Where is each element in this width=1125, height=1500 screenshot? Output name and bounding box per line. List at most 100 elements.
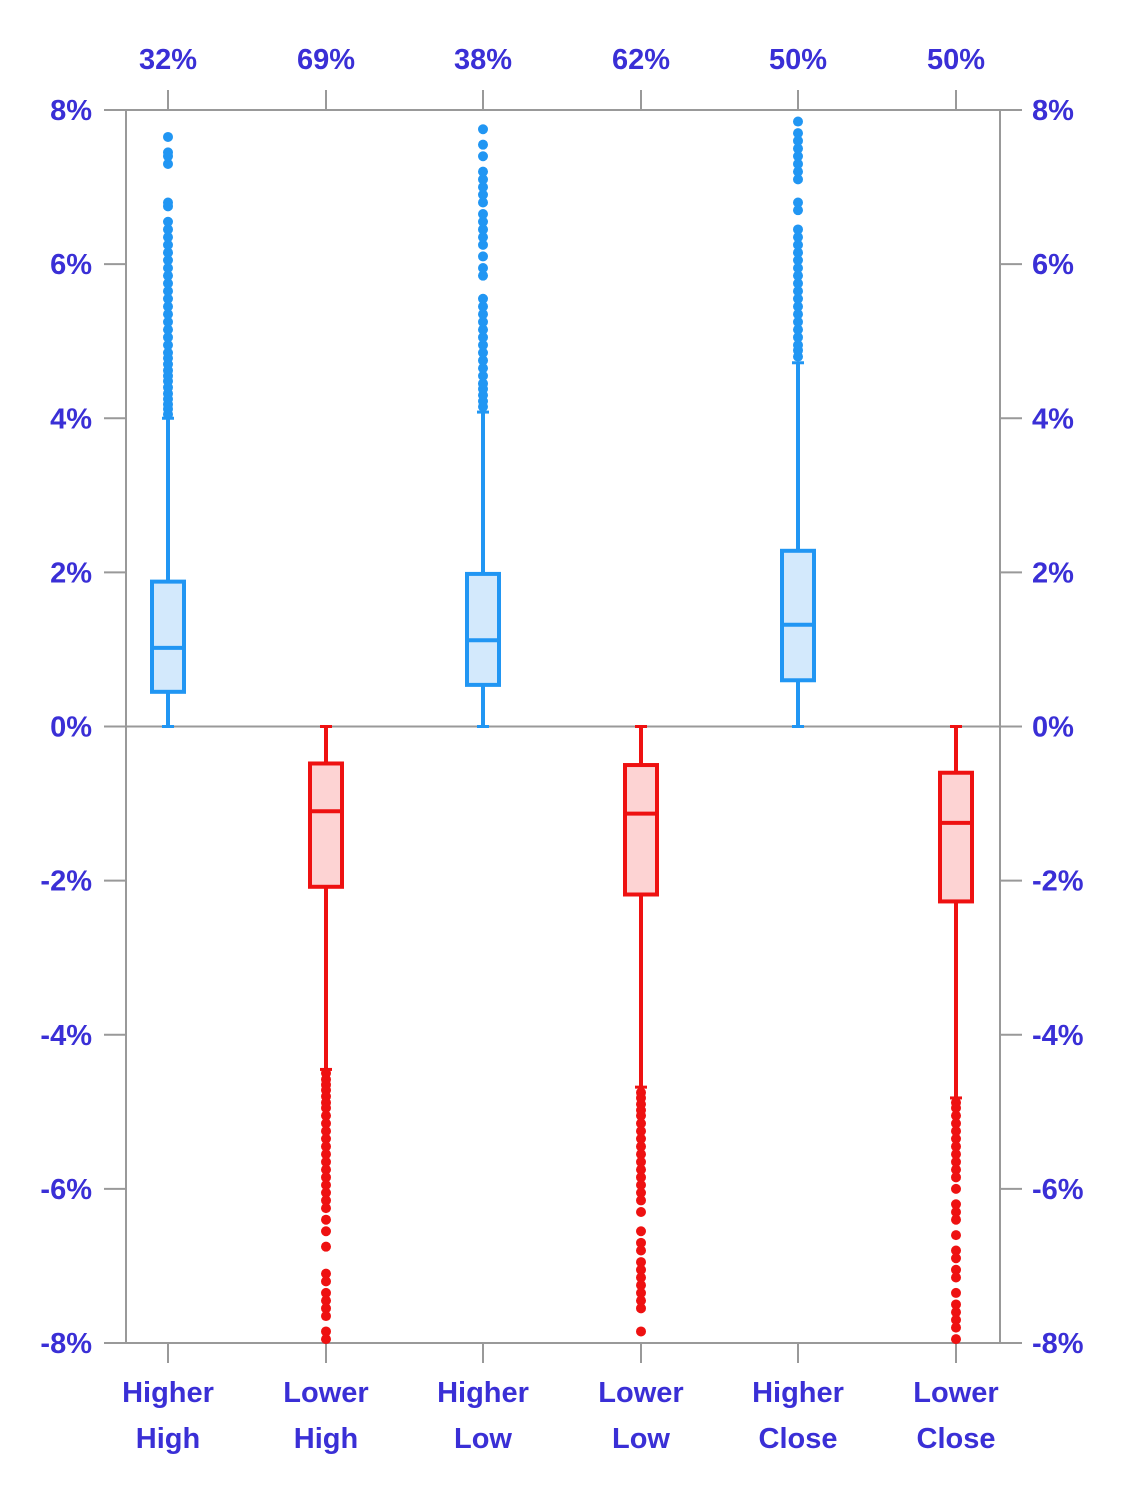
top-percentage-label: 69% [297, 44, 355, 76]
right-y-tick-label: 8% [1032, 95, 1074, 127]
outlier-point [478, 340, 488, 351]
outlier-point [163, 309, 173, 320]
outlier-point [793, 255, 803, 266]
outlier-point [951, 1133, 961, 1144]
outlier-point [951, 1253, 961, 1264]
category-label-line1: Higher [437, 1377, 529, 1409]
outlier-point [163, 270, 173, 281]
iqr-box [780, 548, 816, 683]
outlier-point [636, 1206, 646, 1217]
outlier-point [636, 1133, 646, 1144]
category-label-line2: Low [454, 1423, 512, 1455]
right-y-tick-label: 6% [1032, 249, 1074, 281]
outlier-point [478, 378, 488, 389]
outlier-point [951, 1245, 961, 1256]
outlier-point [793, 309, 803, 320]
outlier-point [163, 158, 173, 169]
top-percentage-labels: 32% 69% 38% 62% 50% 50% [139, 44, 985, 110]
outlier-point [951, 1334, 961, 1345]
outlier-point [163, 340, 173, 351]
outlier-point [636, 1126, 646, 1137]
outlier-point [321, 1226, 331, 1237]
outlier-point [951, 1264, 961, 1275]
outlier-point [163, 224, 173, 235]
left-y-tick-label: -4% [40, 1020, 92, 1052]
outlier-point [793, 316, 803, 327]
outlier-point [163, 293, 173, 304]
outlier-point [321, 1303, 331, 1314]
category-label-line2: Close [917, 1423, 996, 1455]
outlier-point [321, 1180, 331, 1191]
outlier-point [793, 128, 803, 139]
outlier-point [478, 270, 488, 281]
outlier-point [321, 1149, 331, 1160]
outlier-point [951, 1172, 961, 1183]
box-2 [308, 725, 344, 1345]
outlier-point [478, 316, 488, 327]
top-percentage-label: 62% [612, 44, 670, 76]
outlier-point [951, 1230, 961, 1241]
outlier-point [163, 131, 173, 142]
outlier-point [793, 278, 803, 289]
left-y-tick-label: -2% [40, 866, 92, 898]
outlier-point [636, 1303, 646, 1314]
right-y-tick-label: 4% [1032, 403, 1074, 435]
outlier-point [636, 1226, 646, 1237]
outlier-point [478, 216, 488, 227]
outlier-point [163, 197, 173, 208]
outlier-point [321, 1195, 331, 1206]
outlier-point [636, 1156, 646, 1167]
category-label-line1: Lower [598, 1377, 683, 1409]
category-label-line1: Lower [913, 1377, 998, 1409]
outlier-point [636, 1287, 646, 1298]
outlier-point [793, 293, 803, 304]
outlier-point [951, 1307, 961, 1318]
outlier-point [478, 124, 488, 135]
box-6 [938, 725, 974, 1345]
outlier-point [478, 197, 488, 208]
outlier-point [321, 1102, 331, 1113]
outlier-point [793, 205, 803, 216]
category-label-line1: Lower [283, 1377, 368, 1409]
category-label-line2: Low [612, 1423, 670, 1455]
left-y-tick-label: -8% [40, 1328, 92, 1360]
outlier-point [163, 301, 173, 312]
outlier-point [793, 232, 803, 243]
outlier-point [951, 1322, 961, 1333]
outlier-point [478, 324, 488, 335]
outlier-point [793, 324, 803, 335]
outlier-point [163, 216, 173, 227]
outlier-point [321, 1118, 331, 1129]
outlier-point [163, 324, 173, 335]
outlier-point [163, 239, 173, 250]
outlier-point [163, 286, 173, 297]
outlier-point [793, 301, 803, 312]
outlier-point [793, 174, 803, 185]
outlier-point [321, 1214, 331, 1225]
outlier-point [321, 1156, 331, 1167]
right-y-tick-label: -6% [1032, 1174, 1084, 1206]
outlier-point [793, 340, 803, 351]
outlier-point [163, 262, 173, 273]
outlier-point [478, 174, 488, 185]
outlier-point [478, 262, 488, 273]
outlier-point [793, 247, 803, 258]
outlier-point [478, 239, 488, 250]
outlier-point [951, 1206, 961, 1217]
outlier-point [951, 1272, 961, 1283]
outlier-point [793, 135, 803, 146]
left-y-tick-label: -6% [40, 1174, 92, 1206]
outlier-point [478, 347, 488, 358]
outlier-point [321, 1172, 331, 1183]
outlier-point [321, 1241, 331, 1252]
category-label-line2: High [136, 1423, 200, 1455]
left-y-tick-label: 2% [50, 557, 92, 589]
outlier-point [478, 293, 488, 304]
outlier-point [478, 251, 488, 262]
outlier-point [478, 363, 488, 374]
outlier-point [793, 332, 803, 343]
right-y-tick-label: 2% [1032, 557, 1074, 589]
outlier-point [478, 355, 488, 366]
outlier-point [636, 1164, 646, 1175]
